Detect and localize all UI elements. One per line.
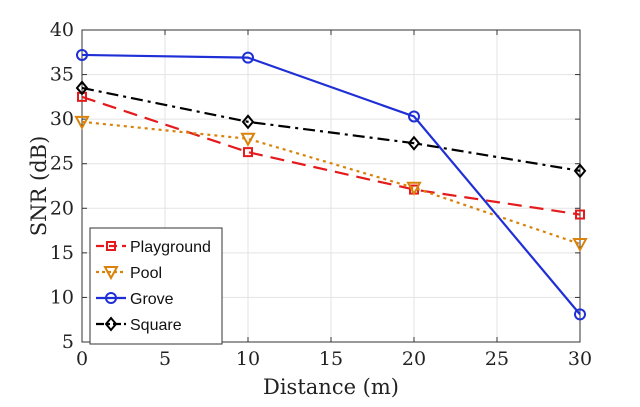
- x-tick-label: 5: [159, 348, 171, 370]
- series-line-square: [81, 86, 581, 172]
- y-tick-label: 40: [50, 19, 74, 41]
- data-point-grove: [408, 110, 420, 123]
- legend-label-grove: Grove: [130, 291, 174, 308]
- x-axis-title: Distance (m): [263, 375, 399, 399]
- data-point-pool: [406, 181, 422, 196]
- series-layer: [74, 48, 588, 321]
- data-point-square: [407, 135, 421, 151]
- legend-label-playground: Playground: [130, 239, 211, 256]
- x-tick-label: 15: [319, 348, 343, 370]
- data-point-grove: [76, 48, 88, 61]
- data-point-pool: [240, 132, 256, 147]
- data-point-pool: [74, 115, 90, 130]
- series-square: [75, 80, 587, 179]
- x-tick-label: 25: [485, 348, 509, 370]
- legend-box: [89, 227, 223, 345]
- data-point-playground: [243, 147, 253, 158]
- series-line-playground: [81, 95, 581, 216]
- legend-marker-square: [104, 316, 118, 332]
- y-tick-label: 5: [62, 331, 74, 353]
- x-tick-label: 30: [568, 348, 592, 370]
- series-line-grove: [81, 53, 581, 316]
- x-tick-label: 10: [236, 348, 260, 370]
- legend-marker-pool: [103, 266, 119, 281]
- legend-marker-grove: [105, 292, 117, 304]
- y-tick-label: 10: [50, 286, 74, 308]
- x-tick-label: 0: [76, 348, 88, 370]
- y-axis-title: SNR (dB): [27, 136, 51, 237]
- data-point-playground: [575, 209, 585, 220]
- data-point-square: [573, 163, 587, 179]
- legend-label-square: Square: [130, 317, 182, 334]
- data-point-square: [75, 80, 89, 96]
- data-point-grove: [242, 51, 254, 64]
- legend-item-playground: Playground: [96, 239, 211, 256]
- legend-label-pool: Pool: [130, 265, 162, 282]
- x-tick-label: 20: [402, 348, 426, 370]
- data-point-grove: [574, 308, 586, 321]
- y-tick-label: 25: [50, 153, 74, 175]
- y-tick-label: 35: [50, 64, 74, 86]
- y-tick-label: 30: [50, 108, 74, 130]
- y-tick-label: 15: [50, 242, 74, 264]
- legend-item-square: Square: [96, 316, 182, 334]
- legend-marker-playground: [106, 241, 116, 251]
- data-point-pool: [572, 237, 588, 253]
- data-point-square: [241, 114, 255, 130]
- legend: Playground Pool Grove Square: [89, 227, 223, 345]
- y-tick-label: 20: [50, 197, 74, 219]
- legend-item-grove: Grove: [96, 291, 174, 308]
- series-grove: [76, 48, 586, 321]
- legend-item-pool: Pool: [96, 265, 162, 282]
